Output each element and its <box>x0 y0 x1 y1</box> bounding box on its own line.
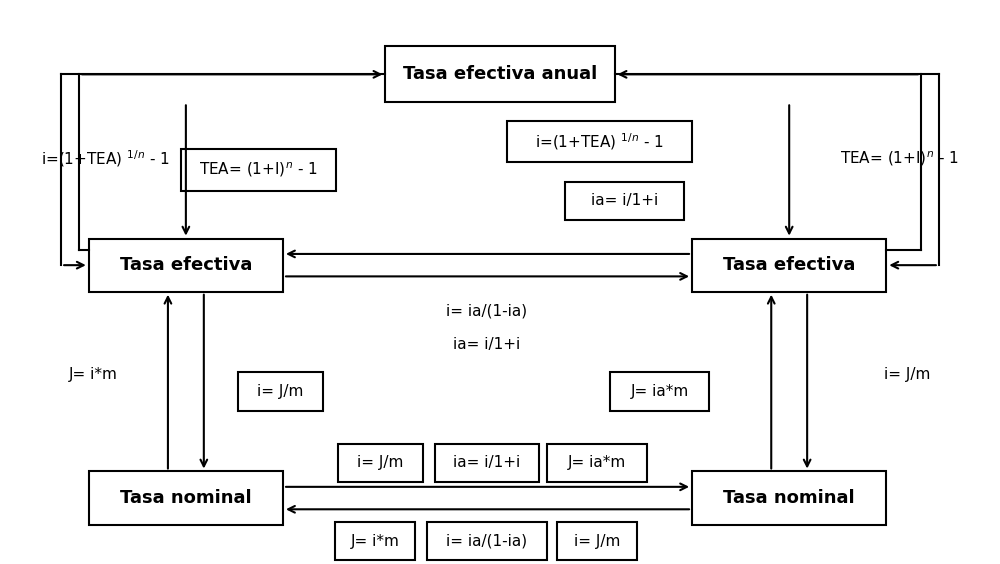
FancyBboxPatch shape <box>427 522 547 561</box>
Text: Tasa efectiva: Tasa efectiva <box>723 256 855 274</box>
Text: i=(1+TEA) $^{1/n}$ - 1: i=(1+TEA) $^{1/n}$ - 1 <box>41 148 170 169</box>
Text: ia= i/1+i: ia= i/1+i <box>591 193 658 208</box>
FancyBboxPatch shape <box>238 372 323 411</box>
Text: J= ia*m: J= ia*m <box>630 384 689 399</box>
FancyBboxPatch shape <box>547 444 647 482</box>
Text: J= ia*m: J= ia*m <box>568 455 626 470</box>
Text: Tasa efectiva: Tasa efectiva <box>120 256 252 274</box>
FancyBboxPatch shape <box>181 149 336 191</box>
Text: J= i*m: J= i*m <box>351 534 400 549</box>
Text: Tasa efectiva anual: Tasa efectiva anual <box>403 65 597 83</box>
Text: Tasa nominal: Tasa nominal <box>723 489 855 507</box>
Text: i= J/m: i= J/m <box>574 534 620 549</box>
Text: i= ia/(1-ia): i= ia/(1-ia) <box>446 303 528 319</box>
FancyBboxPatch shape <box>385 46 615 103</box>
Text: i= J/m: i= J/m <box>257 384 304 399</box>
Text: ia= i/1+i: ia= i/1+i <box>453 337 521 352</box>
FancyBboxPatch shape <box>557 522 637 561</box>
FancyBboxPatch shape <box>692 472 886 525</box>
FancyBboxPatch shape <box>89 472 283 525</box>
Text: i= J/m: i= J/m <box>884 367 931 382</box>
FancyBboxPatch shape <box>435 444 539 482</box>
Text: TEA= (1+I)$^n$ - 1: TEA= (1+I)$^n$ - 1 <box>840 149 959 168</box>
Text: i= ia/(1-ia): i= ia/(1-ia) <box>446 534 528 549</box>
FancyBboxPatch shape <box>507 121 692 162</box>
FancyBboxPatch shape <box>692 239 886 292</box>
FancyBboxPatch shape <box>338 444 423 482</box>
Text: TEA= (1+I)$^n$ - 1: TEA= (1+I)$^n$ - 1 <box>199 160 318 179</box>
FancyBboxPatch shape <box>89 239 283 292</box>
FancyBboxPatch shape <box>610 372 709 411</box>
FancyBboxPatch shape <box>565 182 684 220</box>
FancyBboxPatch shape <box>335 522 415 561</box>
Text: ia= i/1+i: ia= i/1+i <box>453 455 521 470</box>
Text: J= i*m: J= i*m <box>69 367 118 382</box>
Text: i= J/m: i= J/m <box>357 455 404 470</box>
Text: i=(1+TEA) $^{1/n}$ - 1: i=(1+TEA) $^{1/n}$ - 1 <box>535 131 664 152</box>
Text: Tasa nominal: Tasa nominal <box>120 489 252 507</box>
